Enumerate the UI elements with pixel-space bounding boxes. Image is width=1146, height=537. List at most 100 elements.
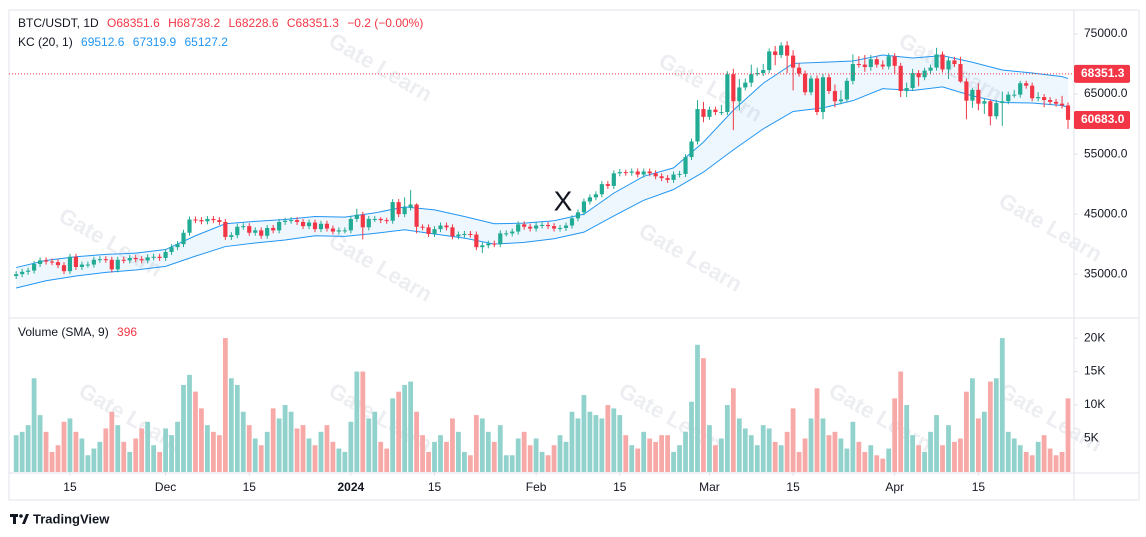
volume-bar [677,445,682,472]
volume-bar [402,384,408,472]
chart-frame [8,9,1140,501]
candle-body [32,263,37,271]
y-tick-label: 65000.0 [1084,86,1128,100]
candle-body [808,78,814,93]
volume-bar [946,425,951,472]
volume-bar [832,431,838,472]
volume-bar [1065,398,1071,472]
candle-body [635,171,640,175]
volume-bar [49,451,55,472]
volume-bar [133,438,139,472]
candle-body [474,234,479,248]
candle-body [444,225,449,228]
candle-body [976,89,981,104]
candle-body [593,194,598,198]
volume-bar [635,448,641,472]
volume-bar [605,405,611,472]
volume-bar [970,378,975,472]
volume-bar [121,441,127,472]
volume-bar [205,425,210,472]
volume-bar [683,431,688,472]
candle-body [486,243,491,246]
volume-bar [151,445,157,472]
watermark: Gate Learn [635,218,747,297]
candle-body [1042,97,1047,101]
volume-bar [467,455,473,472]
candle-body [982,101,987,104]
candle-body [970,89,975,101]
volume-bar [312,445,318,472]
volume-bar [294,428,300,472]
volume-bar [115,425,121,472]
candle-body [318,223,324,230]
candle-body [43,260,49,262]
ohlc-value: C68351.3 [286,16,339,30]
candle-body [492,243,497,245]
candle-body [677,173,682,175]
candle-body [755,73,760,75]
volume-bar [575,418,581,472]
volume-bar [629,445,635,472]
candle-body [629,171,634,173]
price-marker [1074,110,1130,129]
volume-bar [462,451,467,472]
candle-body [271,227,276,231]
volume-bar [784,431,790,472]
volume-bar [139,428,145,472]
candle-body [701,109,706,117]
volume-bar [653,441,659,472]
watermark: Gate Learn [325,28,437,107]
candle-body [253,230,258,233]
volume-tick-label: 10K [1084,397,1105,411]
candle-body [910,73,915,89]
candle-body [420,226,425,228]
volume-bar [904,405,910,472]
candle-body [265,227,270,236]
candle-body [689,141,694,158]
volume-bar [695,344,700,472]
volume-bar [485,431,491,472]
volume-bar [240,411,246,472]
plot [9,41,1074,472]
candle-body [157,256,162,258]
volume-bar [145,421,151,472]
volume-bar [665,435,670,472]
volume-bar [1005,431,1011,472]
volume-bar [611,408,617,472]
candle-body [235,226,240,236]
indicator-value: 67319.9 [132,35,177,49]
candle-body [599,184,604,195]
candle-body [731,74,736,102]
volume-bar [808,418,814,472]
volume-bar [79,438,85,472]
candle-body [653,173,658,177]
candle-body [850,64,855,81]
candle-body [432,229,437,234]
volume-bar [647,438,653,472]
candle-body [61,265,67,272]
volume-tick-label: 20K [1084,330,1105,344]
volume-bar [545,455,551,472]
candle-body [205,218,210,222]
volume-bar [509,455,515,472]
volume-bar [360,371,366,472]
volume-bar [408,381,414,472]
candle-body [211,218,216,221]
volume-bar [880,458,886,472]
candle-body [408,204,413,208]
candle-body [288,220,294,222]
candle-body [414,204,419,227]
volume-bar [856,441,862,472]
volume-bar [336,448,342,472]
volume-bar [103,428,109,472]
candle-body [1018,83,1023,95]
footer-brand: TradingView [33,511,110,526]
candle-body [623,172,628,174]
candle-body [886,56,891,67]
volume-bar [701,358,706,472]
candle-body [1024,83,1029,86]
candle-body [1030,85,1035,99]
volume-bar [258,445,264,472]
volume-bar [641,431,647,472]
